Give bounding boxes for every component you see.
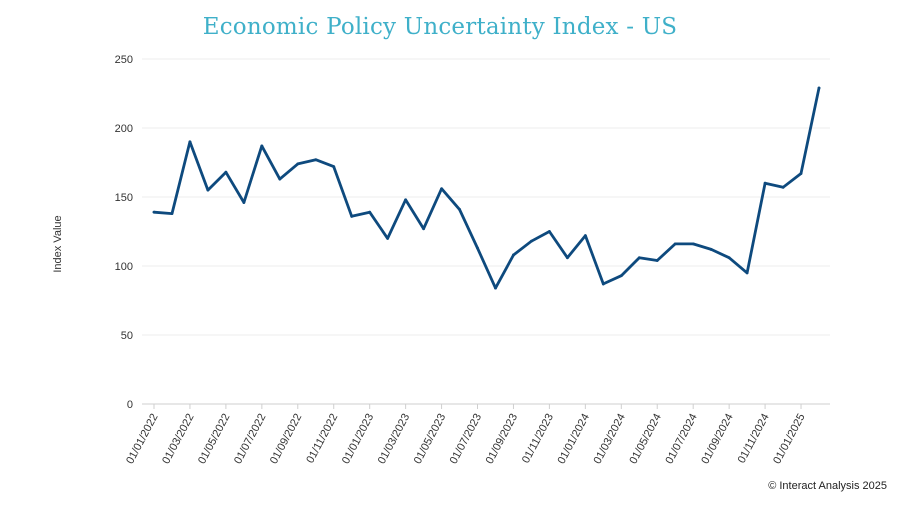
data-point bbox=[242, 201, 246, 204]
data-point bbox=[781, 185, 785, 189]
data-point bbox=[565, 256, 569, 260]
x-tick-label: 01/01/2025 bbox=[771, 412, 807, 466]
data-point bbox=[619, 274, 623, 278]
data-point bbox=[152, 210, 156, 214]
x-tick-label: 01/03/2024 bbox=[592, 412, 628, 466]
data-point bbox=[691, 242, 695, 246]
data-point bbox=[601, 282, 605, 286]
x-tick-label: 01/03/2022 bbox=[160, 412, 196, 466]
data-point bbox=[655, 259, 659, 262]
x-tick-label: 01/01/2024 bbox=[556, 412, 592, 466]
data-point bbox=[350, 214, 354, 218]
data-point bbox=[583, 234, 587, 238]
data-point bbox=[673, 242, 677, 246]
data-point bbox=[260, 144, 264, 148]
series-line bbox=[152, 86, 821, 290]
data-point bbox=[386, 237, 390, 240]
x-tick-label: 01/09/2023 bbox=[484, 412, 520, 466]
x-tick-label: 01/07/2022 bbox=[232, 412, 268, 466]
data-point bbox=[296, 162, 300, 166]
series-layer bbox=[152, 86, 821, 290]
data-point bbox=[332, 165, 336, 169]
data-point bbox=[817, 86, 821, 90]
data-point bbox=[440, 187, 443, 191]
data-point bbox=[763, 181, 767, 185]
x-axis-ticks: 01/01/2022 01/03/2022 01/05/2022 01/07/2022… bbox=[124, 404, 808, 466]
x-tick-label: 01/11/2022 bbox=[304, 412, 340, 466]
x-tick-label: 01/01/2022 bbox=[124, 412, 160, 466]
gridlines bbox=[142, 58, 830, 405]
x-tick-label: 01/05/2022 bbox=[196, 412, 232, 466]
x-tick-label: 01/11/2024 bbox=[736, 412, 772, 466]
data-point bbox=[404, 198, 408, 202]
data-point bbox=[637, 256, 641, 260]
data-point bbox=[224, 170, 228, 174]
x-tick-label: 01/07/2024 bbox=[663, 412, 699, 466]
x-tick-label: 01/03/2023 bbox=[376, 412, 412, 466]
y-tick-label: 150 bbox=[115, 192, 133, 204]
data-point bbox=[799, 172, 803, 175]
y-tick-label: 0 bbox=[127, 399, 133, 411]
x-tick-label: 01/09/2022 bbox=[268, 412, 304, 466]
data-point bbox=[548, 230, 551, 233]
chart-title: Economic Policy Uncertainty Index - US bbox=[202, 14, 678, 40]
y-tick-label: 100 bbox=[115, 261, 133, 273]
y-tick-label: 250 bbox=[115, 54, 133, 66]
data-point bbox=[476, 246, 479, 250]
data-point bbox=[188, 140, 192, 144]
data-point bbox=[368, 210, 372, 214]
data-point bbox=[727, 256, 731, 260]
data-point bbox=[422, 227, 425, 231]
data-point bbox=[206, 188, 210, 192]
x-tick-label: 01/11/2023 bbox=[520, 412, 556, 466]
x-tick-label: 01/05/2024 bbox=[627, 412, 663, 466]
x-tick-label: 01/05/2023 bbox=[412, 412, 448, 466]
y-axis-ticks: 0 50 100 150 200 250 bbox=[115, 54, 133, 411]
data-point bbox=[530, 239, 533, 243]
data-point bbox=[709, 248, 713, 251]
data-point bbox=[745, 271, 749, 275]
data-point bbox=[314, 158, 318, 162]
y-tick-label: 50 bbox=[121, 330, 133, 342]
copyright-credit: © Interact Analysis 2025 bbox=[768, 480, 887, 492]
y-tick-label: 200 bbox=[115, 123, 133, 135]
data-point bbox=[494, 286, 497, 290]
x-tick-label: 01/09/2024 bbox=[699, 412, 735, 466]
data-point bbox=[458, 208, 461, 211]
x-tick-label: 01/01/2023 bbox=[340, 412, 376, 466]
x-tick-label: 01/07/2023 bbox=[448, 412, 484, 466]
data-point bbox=[278, 177, 282, 181]
data-point bbox=[170, 212, 174, 215]
data-point bbox=[512, 253, 515, 257]
